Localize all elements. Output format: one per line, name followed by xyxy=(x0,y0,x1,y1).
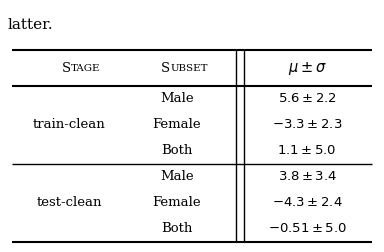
Text: UBSET: UBSET xyxy=(171,64,209,73)
Text: train-clean: train-clean xyxy=(33,118,106,131)
Text: Male: Male xyxy=(160,170,194,183)
Text: Both: Both xyxy=(161,144,192,157)
Text: $\mu \pm \sigma$: $\mu \pm \sigma$ xyxy=(288,59,327,77)
Text: Female: Female xyxy=(152,196,201,209)
Text: Both: Both xyxy=(161,223,192,235)
Text: $5.6 \pm 2.2$: $5.6 \pm 2.2$ xyxy=(278,92,336,105)
Text: $-4.3 \pm 2.4$: $-4.3 \pm 2.4$ xyxy=(272,196,343,209)
Text: $1.1 \pm 5.0$: $1.1 \pm 5.0$ xyxy=(278,144,337,157)
Text: $-3.3 \pm 2.3$: $-3.3 \pm 2.3$ xyxy=(272,118,343,131)
Text: $3.8 \pm 3.4$: $3.8 \pm 3.4$ xyxy=(278,170,337,183)
Text: Male: Male xyxy=(160,92,194,105)
Text: Female: Female xyxy=(152,118,201,131)
Text: S: S xyxy=(61,61,71,75)
Text: $-0.51 \pm 5.0$: $-0.51 \pm 5.0$ xyxy=(268,223,347,235)
Text: TAGE: TAGE xyxy=(71,64,101,73)
Text: test-clean: test-clean xyxy=(36,196,102,209)
Text: S: S xyxy=(161,61,170,75)
Text: latter.: latter. xyxy=(8,18,53,32)
